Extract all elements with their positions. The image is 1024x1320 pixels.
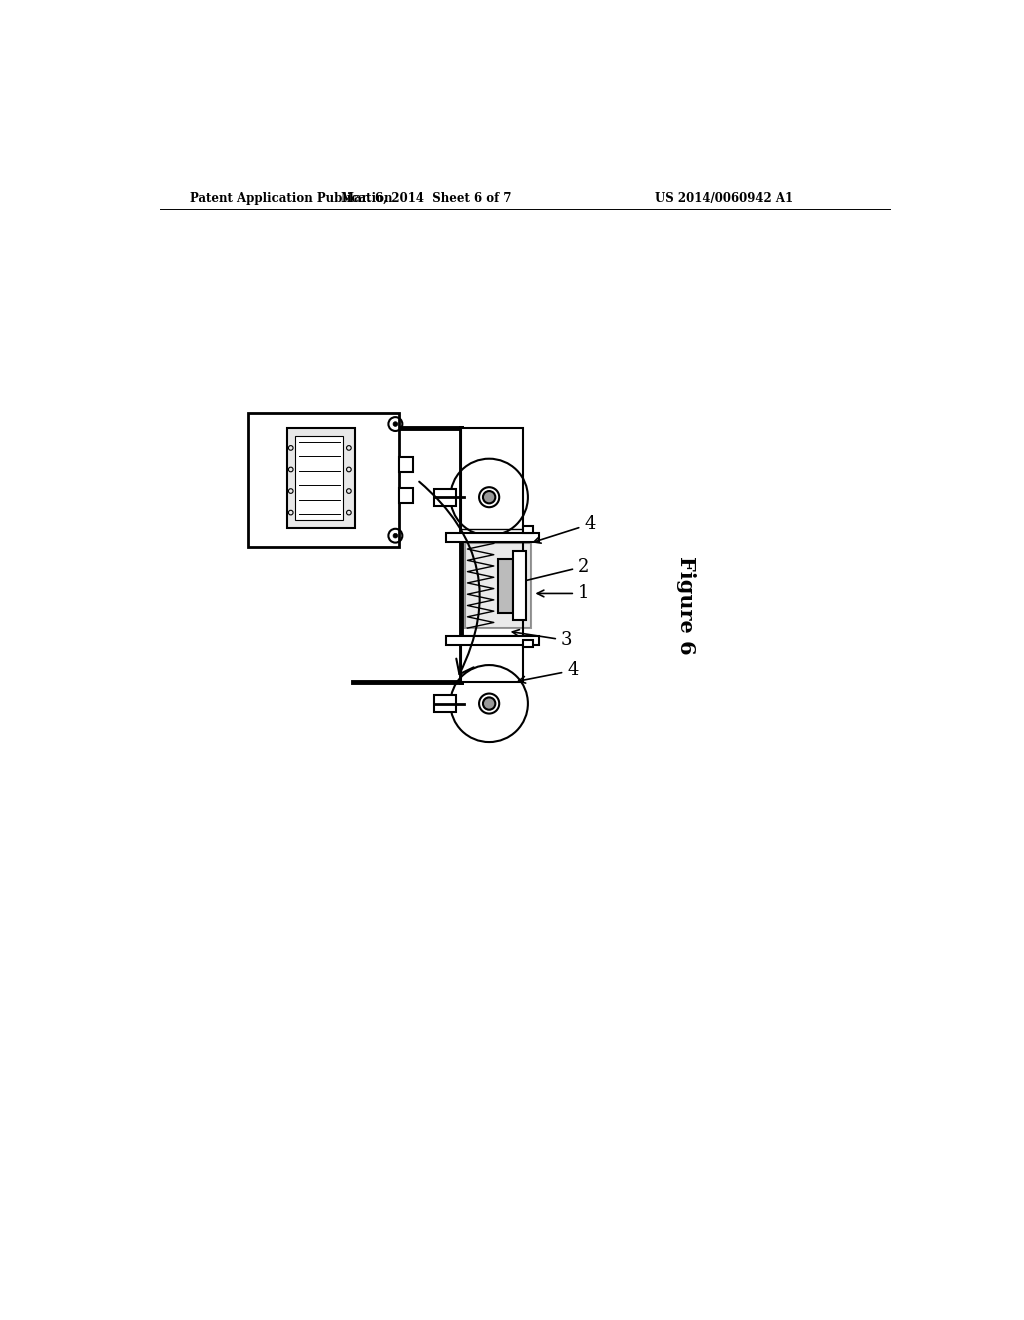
- Bar: [461, 636, 523, 682]
- Bar: [523, 640, 532, 647]
- Bar: [498, 558, 513, 612]
- Text: Mar. 6, 2014  Sheet 6 of 7: Mar. 6, 2014 Sheet 6 of 7: [341, 191, 512, 205]
- Bar: [248, 412, 399, 548]
- Text: 1: 1: [538, 585, 590, 602]
- Bar: [465, 544, 531, 628]
- Text: US 2014/0060942 A1: US 2014/0060942 A1: [655, 191, 794, 205]
- Bar: [295, 436, 343, 520]
- Bar: [287, 428, 355, 528]
- Text: 4: 4: [534, 515, 596, 543]
- Bar: [445, 533, 539, 543]
- Circle shape: [483, 491, 496, 503]
- Text: Figure 6: Figure 6: [676, 556, 696, 655]
- Circle shape: [393, 533, 397, 539]
- Bar: [523, 525, 532, 533]
- Bar: [399, 457, 414, 473]
- Text: 4: 4: [518, 661, 579, 682]
- FancyArrowPatch shape: [419, 482, 479, 675]
- Bar: [445, 636, 539, 645]
- Bar: [513, 552, 525, 620]
- Text: 3: 3: [512, 630, 572, 649]
- Circle shape: [483, 697, 496, 710]
- Bar: [434, 488, 456, 506]
- Text: Patent Application Publication: Patent Application Publication: [190, 191, 392, 205]
- Circle shape: [393, 422, 397, 426]
- Text: 2: 2: [518, 557, 590, 583]
- Bar: [461, 428, 523, 537]
- Bar: [399, 487, 414, 503]
- Bar: [434, 696, 456, 711]
